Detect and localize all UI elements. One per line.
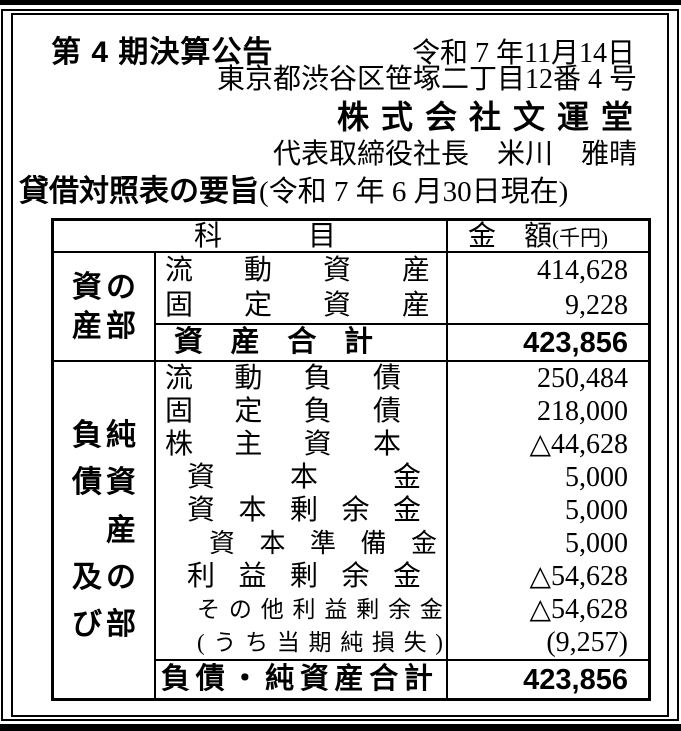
representative-name: 代表取締役社長 米川 雅晴 bbox=[272, 139, 637, 170]
notice-inner-frame: 第 4 期決算公告 令和 7 年11月14日 東京都渋谷区笹塚二丁目12番 4 … bbox=[11, 13, 669, 717]
row-label: 流動資産 bbox=[165, 255, 430, 286]
table-row: 流動負債 250,484 bbox=[156, 362, 648, 395]
balance-sheet-heading: 貸借対照表の要旨(令和 7 年 6 月30日現在) bbox=[19, 173, 647, 211]
assets-section: 資 産 の 部 流動資産 414,628 固定資産 9,228 資産 bbox=[54, 253, 648, 360]
balance-sheet-table: 科目 金 額(千円) 資 産 の 部 流動資産 414,628 bbox=[51, 218, 651, 701]
row-amount: 414,628 bbox=[446, 253, 648, 288]
liabilities-label-col-2: 純 資 産 の 部 bbox=[106, 419, 136, 641]
row-label: 利益剰余金 bbox=[187, 561, 421, 592]
table-row: 固定負債 218,000 bbox=[156, 395, 648, 428]
row-amount: △44,628 bbox=[446, 428, 648, 461]
assets-total-amount: 423,856 bbox=[446, 325, 648, 360]
amount-header-label: 金 額 bbox=[468, 221, 553, 252]
row-amount: 5,000 bbox=[446, 527, 648, 560]
table-row: 固定資産 9,228 bbox=[156, 288, 648, 323]
liabilities-section-label: 負 債 及 び 純 資 産 の 部 bbox=[54, 362, 156, 698]
liabilities-total-label: 負債・純資産合計 bbox=[161, 663, 433, 695]
table-row: (うち当期純損失) (9,257) bbox=[156, 626, 648, 659]
row-label: 資本剰余金 bbox=[187, 495, 421, 526]
table-row: 資本準備金 5,000 bbox=[156, 527, 648, 560]
table-row: 利益剰余金 △54,628 bbox=[156, 560, 648, 593]
table-header-row: 科目 金 額(千円) bbox=[54, 221, 648, 253]
table-row: その他利益剰余金 △54,628 bbox=[156, 593, 648, 626]
row-label: 固定負債 bbox=[165, 396, 401, 427]
assets-rows: 流動資産 414,628 固定資産 9,228 資産合計 423,856 bbox=[156, 253, 648, 360]
balance-sheet-asof-date: (令和 7 年 6 月30日現在) bbox=[259, 176, 569, 208]
assets-label-col-2: の 部 bbox=[106, 270, 136, 343]
assets-label-col-1: 資 産 bbox=[72, 270, 102, 343]
column-header-subject: 科目 bbox=[194, 221, 336, 252]
balance-sheet-title: 貸借対照表の要旨 bbox=[19, 175, 259, 208]
row-label: 流動負債 bbox=[165, 363, 401, 394]
notice-outer-frame: 第 4 期決算公告 令和 7 年11月14日 東京都渋谷区笹塚二丁目12番 4 … bbox=[1, 9, 679, 721]
liabilities-total-row: 負債・純資産合計 423,856 bbox=[156, 659, 648, 698]
company-name: 株式会社文運堂 bbox=[336, 99, 645, 135]
liabilities-total-amount: 423,856 bbox=[446, 661, 648, 698]
publication-date: 令和 7 年11月14日 bbox=[412, 38, 635, 69]
table-row: 流動資産 414,628 bbox=[156, 253, 648, 288]
row-label: 資本準備金 bbox=[209, 529, 437, 558]
row-amount: 9,228 bbox=[446, 288, 648, 323]
row-amount: 5,000 bbox=[446, 494, 648, 527]
assets-total-row: 資産合計 423,856 bbox=[156, 323, 648, 360]
amount-unit-label: (千円) bbox=[552, 226, 609, 250]
row-amount: 218,000 bbox=[446, 395, 648, 428]
assets-total-label: 資産合計 bbox=[174, 326, 373, 358]
notice-title: 第 4 期決算公告 bbox=[51, 36, 274, 69]
row-amount: 250,484 bbox=[446, 362, 648, 395]
liabilities-section: 負 債 及 び 純 資 産 の 部 流動負債 250,484 bbox=[54, 360, 648, 698]
column-rule-bottom bbox=[0, 724, 681, 731]
column-header-amount: 金 額(千円) bbox=[446, 221, 648, 252]
row-label: その他利益剰余金 bbox=[197, 597, 443, 622]
row-label: 資本金 bbox=[187, 462, 421, 493]
row-label: 株主資本 bbox=[165, 429, 401, 460]
row-amount: △54,628 bbox=[446, 560, 648, 593]
table-row: 資本剰余金 5,000 bbox=[156, 494, 648, 527]
liabilities-rows: 流動負債 250,484 固定負債 218,000 株主資本 △44,628 資… bbox=[156, 362, 648, 698]
header-line-1: 第 4 期決算公告 令和 7 年11月14日 bbox=[33, 23, 647, 69]
company-address: 東京都渋谷区笹塚二丁目12番 4 号 bbox=[216, 64, 637, 95]
liabilities-label-col-1: 負 債 及 び bbox=[72, 419, 102, 641]
row-amount: (9,257) bbox=[446, 626, 648, 659]
row-amount: △54,628 bbox=[446, 593, 648, 626]
table-row: 資本金 5,000 bbox=[156, 461, 648, 494]
row-label: 固定資産 bbox=[165, 290, 430, 321]
row-label: (うち当期純損失) bbox=[197, 630, 443, 655]
assets-section-label: 資 産 の 部 bbox=[54, 253, 156, 360]
column-rule-top bbox=[0, 0, 681, 5]
table-row: 株主資本 △44,628 bbox=[156, 428, 648, 461]
row-amount: 5,000 bbox=[446, 461, 648, 494]
